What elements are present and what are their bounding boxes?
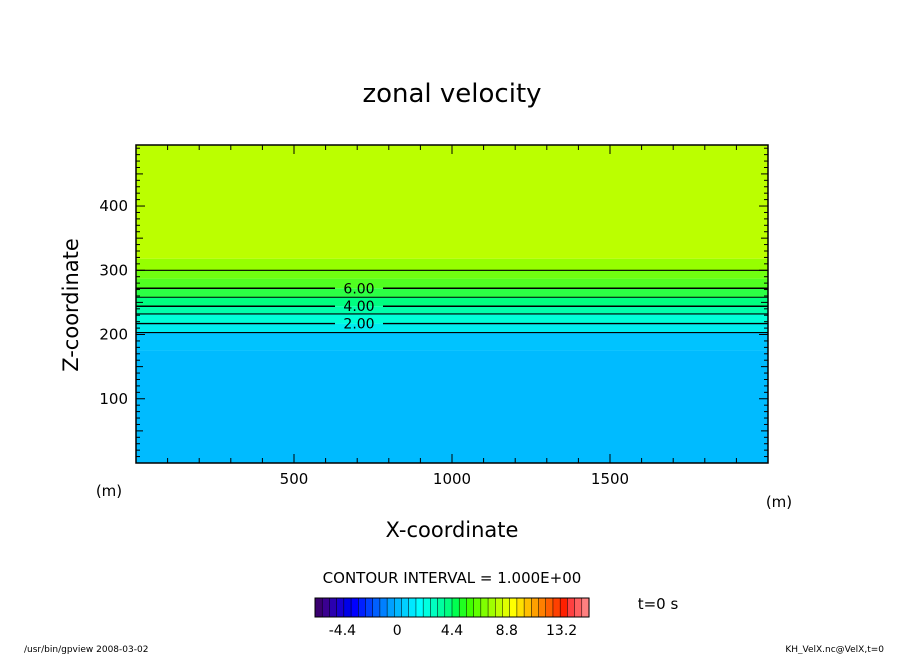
colorbar-cell-7 xyxy=(365,597,374,618)
footer-left: /usr/bin/gpview 2008-03-02 xyxy=(24,645,148,654)
field-band-10 xyxy=(136,145,768,259)
colorbar-cell-0 xyxy=(314,597,323,618)
time-text: t=0 s xyxy=(638,595,679,613)
colorbar-cell-35 xyxy=(567,597,576,618)
colorbar-cell-25 xyxy=(495,597,504,618)
y-tick-label: 100 xyxy=(99,390,128,408)
colorbar-cell-29 xyxy=(523,597,532,618)
colorbar-cell-19 xyxy=(451,597,460,618)
colorbar-tick-label: 4.4 xyxy=(441,623,463,639)
field-band-3 xyxy=(136,313,768,324)
contour-lines: 2.00 4.00 6.00 xyxy=(136,269,768,334)
field-band-0 xyxy=(136,350,768,463)
field-band-9 xyxy=(136,258,768,271)
chart-title: zonal velocity xyxy=(362,79,541,109)
field-band-7 xyxy=(136,278,768,289)
field-band-8 xyxy=(136,270,768,279)
colorbar-cell-24 xyxy=(487,597,496,618)
colorbar-cell-33 xyxy=(552,597,561,618)
colorbar-tick-label: 13.2 xyxy=(546,623,577,639)
colorbar-cell-18 xyxy=(444,597,453,618)
colorbar-cell-21 xyxy=(466,597,475,618)
colorbar-ticks: -4.4 0 4.4 8.8 13.2 xyxy=(329,623,577,639)
field-band-1 xyxy=(136,332,768,351)
contour-label-1: 2.00 xyxy=(343,317,374,333)
colorbar-cell-27 xyxy=(509,597,518,618)
x-axis-label: X-coordinate xyxy=(386,518,519,542)
field-bands xyxy=(136,145,768,463)
colorbar-tick-label: 8.8 xyxy=(496,623,518,639)
colorbar-cell-16 xyxy=(430,597,439,618)
field-band-2 xyxy=(136,323,768,333)
field-band-5 xyxy=(136,297,768,307)
y-axis-label: Z-coordinate xyxy=(59,238,83,372)
y-tick-label: 400 xyxy=(99,197,128,215)
colorbar-tick-label: 0 xyxy=(393,623,402,639)
footer-right: KH_VelX.nc@VelX,t=0 xyxy=(785,645,884,654)
x-tick-label: 500 xyxy=(280,470,309,488)
contour-interval-text: CONTOUR INTERVAL = 1.000E+00 xyxy=(323,569,582,587)
colorbar-cell-26 xyxy=(502,597,511,618)
colorbar-cell-8 xyxy=(372,597,381,618)
colorbar-cell-22 xyxy=(473,597,482,618)
field-band-4 xyxy=(136,306,768,314)
colorbar-cell-1 xyxy=(321,597,330,618)
colorbar-cell-15 xyxy=(422,597,431,618)
colorbar-cell-14 xyxy=(415,597,424,618)
colorbar-cell-20 xyxy=(458,597,467,618)
colorbar-cell-11 xyxy=(394,597,403,618)
colorbar-cell-36 xyxy=(574,597,583,618)
colorbar-cell-31 xyxy=(538,597,547,618)
colorbar-cell-3 xyxy=(336,597,345,618)
colorbar-cell-6 xyxy=(358,597,367,618)
x-tick-label: 1500 xyxy=(591,470,629,488)
y-tick-label: 200 xyxy=(99,326,128,344)
x-unit-label: (m) xyxy=(766,493,792,511)
y-tick-label: 300 xyxy=(99,261,128,279)
colorbar-cell-12 xyxy=(401,597,410,618)
colorbar-cell-30 xyxy=(531,597,540,618)
contour-label-5: 6.00 xyxy=(343,281,374,297)
colorbar-cell-34 xyxy=(559,597,568,618)
x-tick-label: 1000 xyxy=(433,470,471,488)
field-band-6 xyxy=(136,288,768,298)
colorbar-cell-4 xyxy=(343,597,352,618)
colorbar-cell-10 xyxy=(386,597,395,618)
x-axis-ticks: 500 1000 1500 xyxy=(167,145,737,488)
colorbar-frame xyxy=(314,597,590,618)
colorbar-cell-17 xyxy=(437,597,446,618)
colorbar xyxy=(314,597,590,618)
colorbar-cell-13 xyxy=(408,597,417,618)
colorbar-cell-9 xyxy=(379,597,388,618)
colorbar-cell-37 xyxy=(581,597,590,618)
colorbar-cell-23 xyxy=(480,597,489,618)
colorbar-cell-28 xyxy=(516,597,525,618)
colorbar-tick-label: -4.4 xyxy=(329,623,356,639)
contour-label-3: 4.00 xyxy=(343,299,374,315)
colorbar-cell-32 xyxy=(545,597,554,618)
colorbar-cell-2 xyxy=(329,597,338,618)
y-axis-ticks: 100 200 300 400 xyxy=(99,147,768,458)
y-unit-label: (m) xyxy=(96,482,122,500)
colorbar-cell-5 xyxy=(350,597,359,618)
